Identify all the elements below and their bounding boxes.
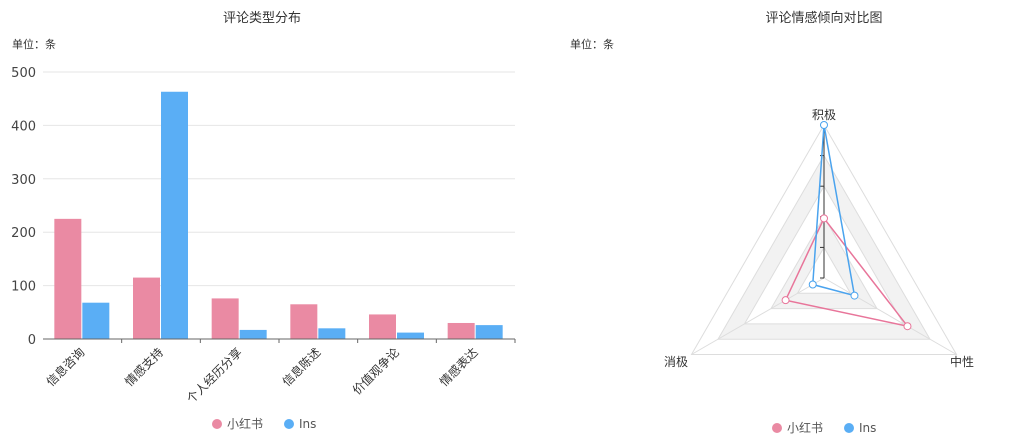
radar-point xyxy=(820,214,828,223)
bar-chart-unit: 单位：条 xyxy=(12,37,56,51)
legend-marker xyxy=(844,423,854,433)
radar-indicator-label: 中性 xyxy=(950,354,974,369)
radar-indicator-label: 消极 xyxy=(664,355,688,369)
x-tick-label: 个人经历分享 xyxy=(183,345,245,407)
legend-marker xyxy=(212,419,222,429)
x-tick-label: 信息咨询 xyxy=(43,345,88,390)
radar-indicator-label: 积极 xyxy=(812,108,836,122)
bar-xiaohongshu xyxy=(54,218,82,339)
radar-axis xyxy=(823,277,957,355)
y-tick-label: 100 xyxy=(11,280,36,295)
y-tick-label: 0 xyxy=(28,333,36,348)
bar-ins xyxy=(475,325,503,339)
radar-point xyxy=(781,296,790,305)
radar-point xyxy=(903,322,912,331)
bar-ins xyxy=(318,328,346,339)
legend-label: Ins xyxy=(859,421,876,435)
legend-label: Ins xyxy=(299,417,316,431)
bar-xiaohongshu xyxy=(211,298,239,339)
legend-marker xyxy=(772,423,782,433)
y-tick-label: 300 xyxy=(11,173,36,188)
radar-axis xyxy=(691,277,825,355)
y-tick-label: 400 xyxy=(11,119,36,134)
legend-marker xyxy=(284,419,294,429)
bar-ins xyxy=(239,329,267,339)
x-tick-label: 情感支持 xyxy=(122,345,167,390)
bar-ins xyxy=(161,91,188,340)
legend-label: 小红书 xyxy=(227,416,263,431)
bar-ins xyxy=(82,302,110,339)
radar-chart-title: 评论情感倾向对比图 xyxy=(765,10,882,26)
radar-point xyxy=(850,291,859,300)
bar-xiaohongshu xyxy=(447,322,475,339)
bar-xiaohongshu xyxy=(369,314,396,339)
legend-label: 小红书 xyxy=(787,420,823,435)
bar-xiaohongshu xyxy=(290,304,318,339)
x-tick-label: 情感表达 xyxy=(436,345,481,390)
radar-series-xiaohongshu xyxy=(784,216,910,328)
bar-ins xyxy=(397,332,424,339)
radar-chart-unit: 单位：条 xyxy=(570,37,614,51)
radar-point xyxy=(808,280,817,289)
bar-chart-title: 评论类型分布 xyxy=(223,11,301,26)
radar-point xyxy=(820,121,828,129)
x-tick-label: 价值观争论 xyxy=(349,345,402,398)
x-tick-label: 信息陈述 xyxy=(279,345,324,390)
radar-series-ins xyxy=(811,124,856,297)
bar-xiaohongshu xyxy=(133,277,160,339)
y-tick-label: 500 xyxy=(11,66,36,81)
y-tick-label: 200 xyxy=(11,226,36,241)
